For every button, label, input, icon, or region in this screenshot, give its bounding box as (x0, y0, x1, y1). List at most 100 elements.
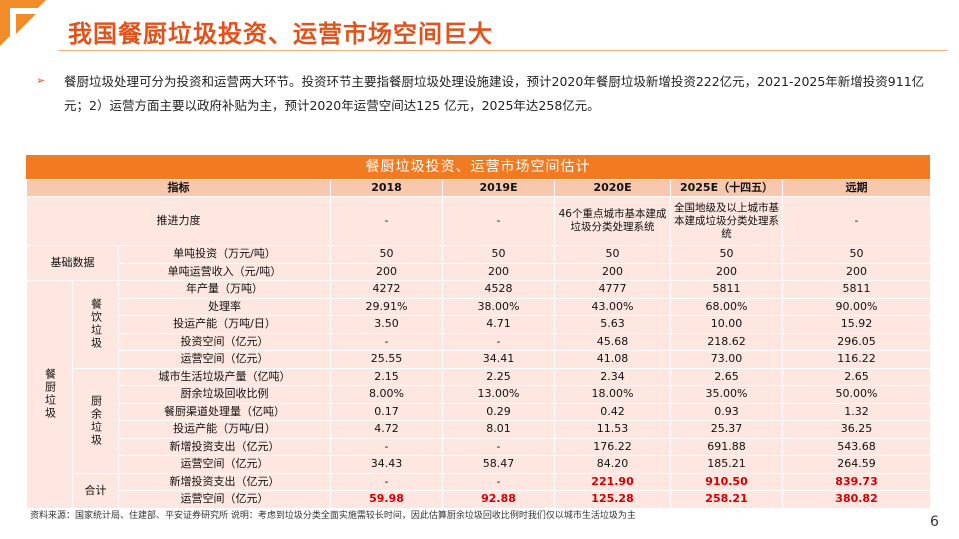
table-cell: 59.98 (330, 490, 444, 509)
table-cell: 691.88 (670, 437, 784, 456)
table-cell: 13.00% (442, 385, 556, 404)
group-label-total: 合计 (72, 472, 119, 509)
header-2020e: 2020E (554, 179, 672, 197)
table-row: 单吨运营收入（元/吨） 200 200 200 200 200 (27, 262, 932, 281)
table-cell: 0.29 (442, 402, 556, 421)
table-cell: 41.08 (554, 350, 672, 369)
table-cell: 176.22 (554, 437, 672, 456)
table-cell: 11.53 (554, 420, 672, 439)
table-cell: - (442, 437, 556, 456)
table-cell: 4528 (442, 280, 556, 299)
title-divider (58, 50, 948, 51)
table-cell: 116.22 (782, 350, 932, 369)
table-cell: 185.21 (670, 455, 784, 474)
table-cell: 50.00% (782, 385, 932, 404)
table-cell: 3.50 (330, 315, 444, 334)
table-cell: 45.68 (554, 332, 672, 351)
table-title: 餐厨垃圾投资、运营市场空间估计 (26, 155, 930, 179)
intro-paragraph: 餐厨垃圾处理可分为投资和运营两大环节。投资环节主要指餐厨垃圾处理设施建设，预计2… (64, 74, 925, 113)
header-long-term: 远期 (782, 179, 932, 197)
table-cell: 18.00% (554, 385, 672, 404)
table-cell: 8.00% (330, 385, 444, 404)
row-label: 投运产能（万吨/日） (117, 420, 332, 439)
source-note: 资料来源：国家统计局、住建部、平安证券研究所 说明：考虑到垃圾分类全面实施需较长… (30, 511, 636, 521)
table-cell: 2.15 (330, 367, 444, 386)
table-cell: - (782, 196, 932, 246)
table-cell: 0.93 (670, 402, 784, 421)
table-cell: 0.17 (330, 402, 444, 421)
table-row: 投运产能（万吨/日） 3.50 4.71 5.63 10.00 15.92 (27, 315, 932, 334)
table-cell: 839.73 (782, 472, 932, 491)
table-cell: 50 (330, 245, 444, 264)
table-row: 运营空间（亿元） 59.98 92.88 125.28 258.21 380.82 (27, 490, 932, 509)
table-cell: 25.37 (670, 420, 784, 439)
row-label: 单吨运营收入（元/吨） (117, 262, 332, 281)
table-cell: 43.00% (554, 297, 672, 316)
table-cell: 2.34 (554, 367, 672, 386)
table-cell: 543.68 (782, 437, 932, 456)
table-cell: 5811 (782, 280, 932, 299)
table-row: 基础数据 单吨投资（万元/吨） 50 50 50 50 50 (26, 245, 932, 281)
table-cell: 50 (782, 245, 932, 264)
table-cell: 34.43 (330, 455, 444, 474)
table-cell: 2.25 (442, 367, 556, 386)
table-cell: 29.91% (330, 297, 444, 316)
table-cell: 8.01 (442, 420, 556, 439)
table-cell: 910.50 (670, 472, 784, 491)
table-cell: 258.21 (670, 490, 784, 509)
table-cell: 36.25 (782, 420, 932, 439)
row-label: 投资空间（亿元） (117, 332, 332, 351)
table-cell: 221.90 (554, 472, 672, 491)
table-cell: - (330, 196, 444, 246)
header-2019e: 2019E (442, 179, 556, 197)
table-row: 合计 新增投资支出（亿元） - -221.90 910.50 839.73 (27, 472, 932, 509)
table-cell: 200 (554, 262, 672, 281)
table-cell: 46个重点城市基本建成垃圾分类处理系统 (554, 196, 672, 246)
table-row: 投资空间（亿元） - -45.68 218.62 296.05 (27, 332, 932, 351)
table-cell: 200 (330, 262, 444, 281)
row-label: 新增投资支出（亿元） (117, 437, 332, 456)
table-cell: 5.63 (554, 315, 672, 334)
row-label: 城市生活垃圾产量（亿吨） (117, 367, 332, 386)
table-cell: 264.59 (782, 455, 932, 474)
table-cell: 50 (554, 245, 672, 264)
data-table: 指标 2018 2019E 2020E 2025E（十四五） 远期 推进力度 -… (25, 179, 932, 509)
table-cell: 35.00% (670, 385, 784, 404)
table-cell: 2.65 (670, 367, 784, 386)
table-cell: 218.62 (670, 332, 784, 351)
page-number: 6 (930, 514, 939, 530)
table-cell: 4.72 (330, 420, 444, 439)
table-cell: 5811 (670, 280, 784, 299)
group-label-basic: 基础数据 (26, 245, 119, 281)
header-indicator: 指标 (25, 179, 332, 197)
table-cell: 1.32 (782, 402, 932, 421)
table-cell: 全国地级及以上城市基本建成垃圾分类处理系统 (670, 196, 784, 246)
table-cell: 84.20 (554, 455, 672, 474)
page-title: 我国餐厨垃圾投资、运营市场空间巨大 (68, 19, 493, 48)
row-label: 运营空间（亿元） (117, 455, 332, 474)
table-cell: 4.71 (442, 315, 556, 334)
row-label: 单吨投资（万元/吨） (117, 245, 332, 264)
row-label: 推进力度 (25, 196, 332, 246)
table-cell: 4272 (330, 280, 444, 299)
group-label-catering: 餐饮垃圾 (72, 280, 119, 369)
table-row: 厨余垃圾回收比例 8.00% 13.00% 18.00% 35.00% 50.00% (27, 385, 932, 404)
table-cell: 58.47 (442, 455, 556, 474)
table-cell: 38.00% (442, 297, 556, 316)
header-2025e: 2025E（十四五） (670, 179, 784, 197)
row-label: 年产量（万吨） (117, 280, 332, 299)
market-table: 餐厨垃圾投资、运营市场空间估计 指标 2018 2019E 2020E 2025… (25, 155, 932, 509)
table-row: 新增投资支出（亿元） - -176.22 691.88 543.68 (27, 437, 932, 456)
table-header-row: 指标 2018 2019E 2020E 2025E（十四五） 远期 (25, 179, 932, 197)
table-row: 处理率 29.91% 38.00% 43.00% 68.00% 90.00% (27, 297, 932, 316)
table-cell: 2.65 (782, 367, 932, 386)
table-cell: - (442, 196, 556, 246)
row-label: 运营空间（亿元） (117, 490, 332, 509)
table-cell: 15.92 (782, 315, 932, 334)
table-cell: - (330, 437, 444, 456)
table-row: 厨余垃圾 城市生活垃圾产量（亿吨） 2.15 2.25 2.34 2.65 2.65 (27, 367, 932, 474)
table-cell: - (442, 332, 556, 351)
table-row: 餐厨垃圾 餐饮垃圾 年产量（万吨） 4272 4528 4777 5811 5811 (26, 280, 932, 509)
row-label: 新增投资支出（亿元） (117, 472, 332, 491)
table-cell: 50 (670, 245, 784, 264)
